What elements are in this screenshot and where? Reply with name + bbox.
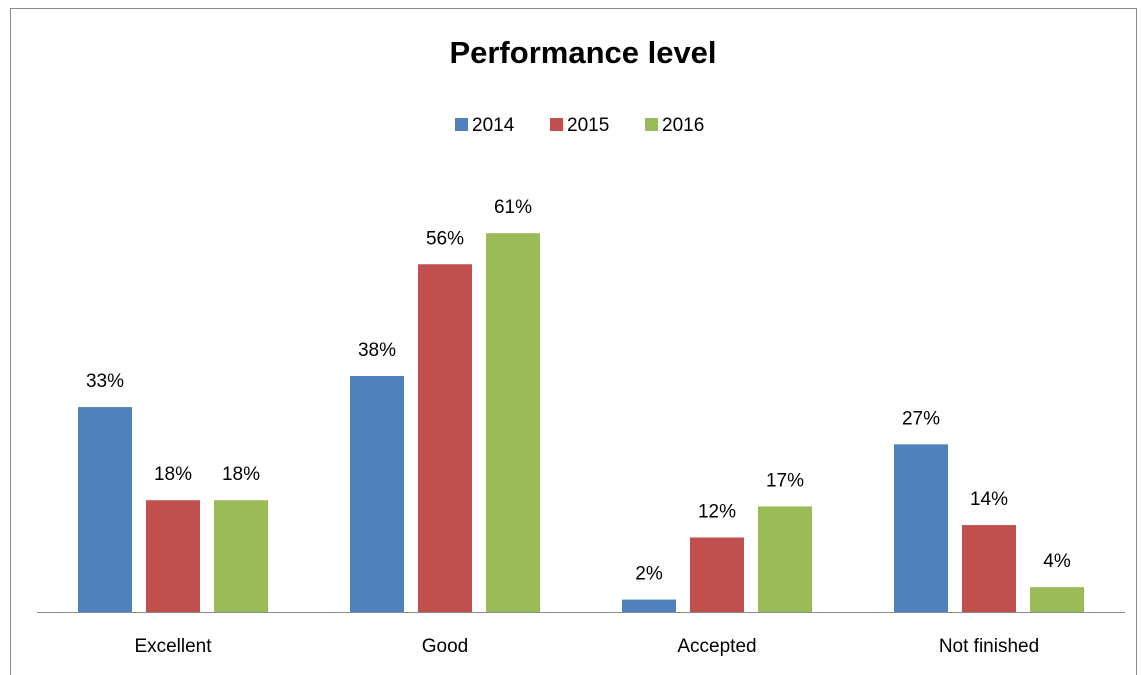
x-tick-label: Accepted bbox=[677, 636, 756, 657]
bar bbox=[418, 264, 472, 612]
chart-title: Performance level bbox=[449, 35, 716, 70]
x-tick-label: Not finished bbox=[939, 636, 1039, 657]
data-label: 18% bbox=[154, 464, 192, 485]
legend-label: 2016 bbox=[662, 115, 704, 136]
bar bbox=[622, 599, 676, 612]
legend-swatch bbox=[550, 118, 563, 131]
data-label: 38% bbox=[358, 340, 396, 361]
x-tick-label: Excellent bbox=[134, 636, 212, 657]
data-label: 27% bbox=[902, 408, 940, 429]
bar bbox=[146, 500, 200, 612]
data-label: 56% bbox=[426, 228, 464, 249]
bar bbox=[962, 525, 1016, 612]
bar bbox=[350, 376, 404, 612]
legend-label: 2015 bbox=[567, 115, 609, 136]
data-label: 4% bbox=[1043, 551, 1071, 572]
data-label: 33% bbox=[86, 371, 124, 392]
legend-swatch bbox=[645, 118, 658, 131]
data-label: 61% bbox=[494, 197, 532, 218]
bar bbox=[486, 233, 540, 612]
bar bbox=[894, 444, 948, 612]
bar bbox=[690, 537, 744, 612]
data-label: 17% bbox=[766, 470, 804, 491]
bar bbox=[1030, 587, 1084, 612]
data-label: 14% bbox=[970, 489, 1008, 510]
legend-label: 2014 bbox=[472, 115, 515, 136]
data-label: 18% bbox=[222, 464, 260, 485]
x-tick-label: Good bbox=[422, 636, 468, 657]
bar bbox=[78, 407, 132, 612]
bar bbox=[214, 500, 268, 612]
data-label: 2% bbox=[635, 564, 663, 585]
data-label: 12% bbox=[698, 501, 736, 522]
bar bbox=[758, 506, 812, 612]
legend-swatch bbox=[455, 118, 468, 131]
